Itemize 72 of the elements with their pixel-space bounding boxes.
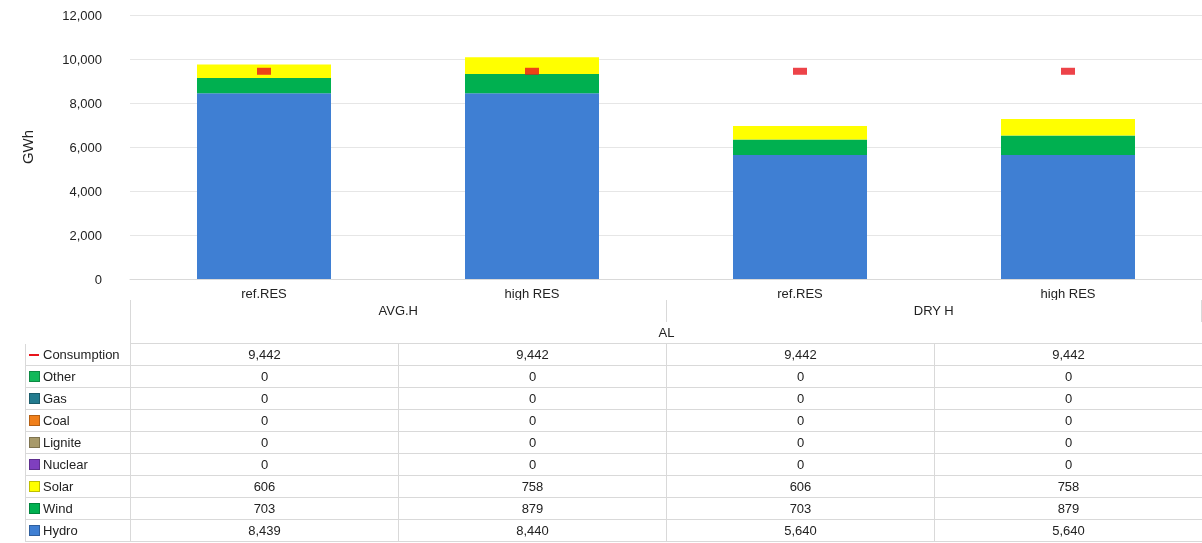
y-tick-label: 4,000: [69, 183, 102, 199]
data-label: 0: [666, 432, 934, 454]
bar: [197, 93, 331, 279]
data-label: 5,640: [934, 520, 1202, 542]
data-label: 0: [398, 454, 666, 476]
data-label: 879: [398, 498, 666, 520]
data-label: 758: [934, 476, 1202, 498]
data-label: 0: [130, 410, 398, 432]
data-label: 0: [666, 366, 934, 388]
data-label: 0: [666, 454, 934, 476]
data-label: 9,442: [666, 344, 934, 366]
data-label: 606: [130, 476, 398, 498]
text: AL: [131, 322, 1202, 344]
data-label: 758: [398, 476, 666, 498]
data-label: 0: [398, 366, 666, 388]
x-tick-label: ref.RES: [241, 286, 288, 301]
y-tick-label: 10,000: [62, 51, 102, 67]
data-label: 879: [934, 498, 1202, 520]
x-tick-label: high RES: [504, 286, 560, 301]
y-tick-label: 8,000: [69, 95, 102, 111]
data-label: 0: [130, 366, 398, 388]
data-label: 0: [934, 432, 1202, 454]
data-label: 0: [666, 388, 934, 410]
data-label: 0: [934, 388, 1202, 410]
legend-label: Coal: [43, 411, 70, 430]
data-label: 0: [934, 454, 1202, 476]
bar: [465, 73, 599, 94]
data-label: 9,442: [398, 344, 666, 366]
text: DRY H: [666, 300, 1202, 322]
data-label: 5,640: [666, 520, 934, 542]
y-tick-label: 0: [94, 271, 102, 287]
bar: [1001, 154, 1135, 279]
data-label: 0: [130, 388, 398, 410]
legend-label: Solar: [43, 477, 74, 496]
y-tick-label: 6,000: [69, 139, 102, 155]
data-label: 8,439: [130, 520, 398, 542]
bar: [197, 64, 331, 78]
data-label: 0: [130, 454, 398, 476]
data-label: 0: [934, 366, 1202, 388]
data-label: 606: [666, 476, 934, 498]
bar: [733, 139, 867, 155]
legend-label: Gas: [43, 389, 67, 408]
y-tick-label: 12,000: [62, 7, 102, 23]
data-label: 9,442: [130, 344, 398, 366]
legend-label: Other: [43, 367, 76, 386]
bar: [1001, 118, 1135, 136]
y-axis-title: GWh: [19, 129, 36, 165]
bar: [465, 57, 599, 74]
legend-label: Hydro: [43, 521, 78, 540]
data-label: 9,442: [934, 344, 1202, 366]
bar: [1001, 135, 1135, 155]
data-label: 8,440: [398, 520, 666, 542]
data-label: 703: [666, 498, 934, 520]
data-label: 0: [130, 432, 398, 454]
y-tick-label: 2,000: [69, 227, 102, 243]
data-label: 0: [934, 410, 1202, 432]
data-label: 0: [398, 388, 666, 410]
bar: [733, 154, 867, 279]
bar: [733, 126, 867, 140]
data-label: 0: [398, 432, 666, 454]
data-label: 703: [130, 498, 398, 520]
legend-label: Nuclear: [43, 455, 88, 474]
data-label: 0: [666, 410, 934, 432]
text: AVG.H: [131, 300, 667, 322]
x-tick-label: ref.RES: [777, 286, 824, 301]
bar: [197, 77, 331, 94]
legend-label: Lignite: [43, 433, 82, 452]
x-tick-label: high RES: [1040, 286, 1096, 301]
legend-label: Consumption: [43, 345, 120, 364]
bar: [465, 93, 599, 279]
legend-label: Wind: [43, 499, 73, 518]
data-label: 0: [398, 410, 666, 432]
